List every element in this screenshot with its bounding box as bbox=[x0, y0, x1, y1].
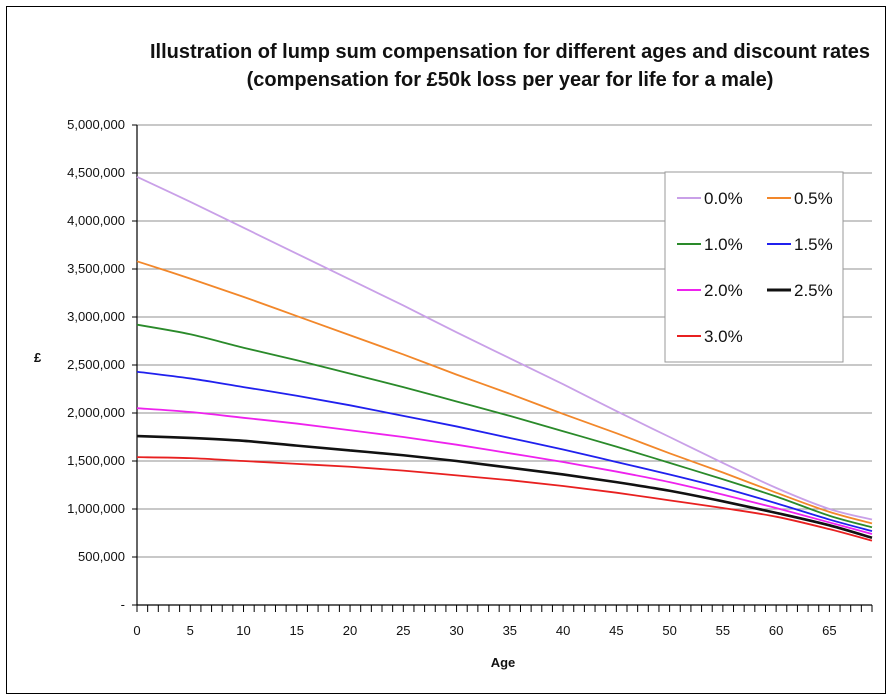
legend-label: 0.0% bbox=[704, 189, 743, 208]
y-tick-label: - bbox=[121, 597, 125, 612]
x-tick-label: 10 bbox=[236, 623, 250, 638]
x-tick-label: 50 bbox=[662, 623, 676, 638]
x-tick-label: 55 bbox=[716, 623, 730, 638]
legend-label: 3.0% bbox=[704, 327, 743, 346]
x-tick-label: 0 bbox=[133, 623, 140, 638]
y-tick-label: 2,000,000 bbox=[67, 405, 125, 420]
chart-title: Illustration of lump sum compensation fo… bbox=[149, 41, 871, 91]
legend-label: 2.5% bbox=[794, 281, 833, 300]
y-axis-label: £ bbox=[34, 350, 42, 365]
x-tick-label: 40 bbox=[556, 623, 570, 638]
legend-label: 1.0% bbox=[704, 235, 743, 254]
y-tick-label: 4,000,000 bbox=[67, 213, 125, 228]
legend: 0.0% 0.5% 1.0% 1.5% 2.0% 2.5% 3.0% bbox=[664, 171, 844, 363]
series-line bbox=[136, 370, 873, 532]
x-tick-label: 20 bbox=[343, 623, 357, 638]
series-line bbox=[136, 407, 873, 535]
y-tick-label: 4,500,000 bbox=[67, 165, 125, 180]
legend-box bbox=[664, 171, 844, 363]
y-tick-label: 1,500,000 bbox=[67, 453, 125, 468]
x-tick-label: 60 bbox=[769, 623, 783, 638]
x-tick-label: 15 bbox=[290, 623, 304, 638]
legend-label: 2.0% bbox=[704, 281, 743, 300]
legend-label: 1.5% bbox=[794, 235, 833, 254]
x-tick-label: 65 bbox=[822, 623, 836, 638]
x-tick-label: 45 bbox=[609, 623, 623, 638]
axes: - 500,000 1,000,000 1,500,000 2,000,000 2,500… bbox=[67, 117, 873, 638]
series-line bbox=[136, 434, 873, 540]
series-line bbox=[136, 323, 873, 529]
x-tick-label: 30 bbox=[449, 623, 463, 638]
x-tick-label: 35 bbox=[503, 623, 517, 638]
x-tick-label: 25 bbox=[396, 623, 410, 638]
series-line bbox=[136, 456, 873, 542]
series-line bbox=[136, 260, 873, 525]
series-lines bbox=[136, 176, 873, 542]
x-tick-label: 5 bbox=[187, 623, 194, 638]
series-line bbox=[136, 176, 873, 521]
y-tick-label: 3,000,000 bbox=[67, 309, 125, 324]
x-axis-label: Age bbox=[491, 655, 516, 670]
y-tick-label: 3,500,000 bbox=[67, 261, 125, 276]
y-tick-label: 5,000,000 bbox=[67, 117, 125, 132]
y-tick-label: 2,500,000 bbox=[67, 357, 125, 372]
y-tick-label: 1,000,000 bbox=[67, 501, 125, 516]
y-tick-label: 500,000 bbox=[78, 549, 125, 564]
legend-label: 0.5% bbox=[794, 189, 833, 208]
